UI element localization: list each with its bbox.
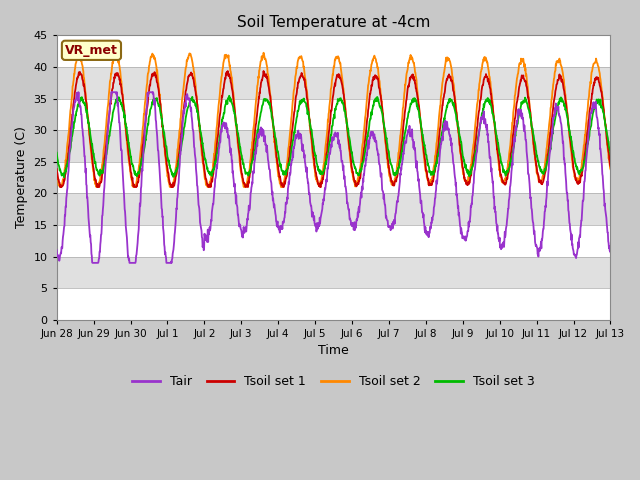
Text: VR_met: VR_met [65, 44, 118, 57]
Legend: Tair, Tsoil set 1, Tsoil set 2, Tsoil set 3: Tair, Tsoil set 1, Tsoil set 2, Tsoil se… [127, 370, 540, 393]
Bar [57, 225, 611, 256]
Bar [57, 162, 611, 193]
Bar [57, 288, 611, 320]
Title: Soil Temperature at -4cm: Soil Temperature at -4cm [237, 15, 430, 30]
Bar [57, 193, 611, 225]
Bar [57, 256, 611, 288]
Bar [57, 98, 611, 130]
Bar [57, 130, 611, 162]
Y-axis label: Temperature (C): Temperature (C) [15, 127, 28, 228]
Bar [57, 67, 611, 98]
X-axis label: Time: Time [318, 344, 349, 357]
Bar [57, 36, 611, 67]
